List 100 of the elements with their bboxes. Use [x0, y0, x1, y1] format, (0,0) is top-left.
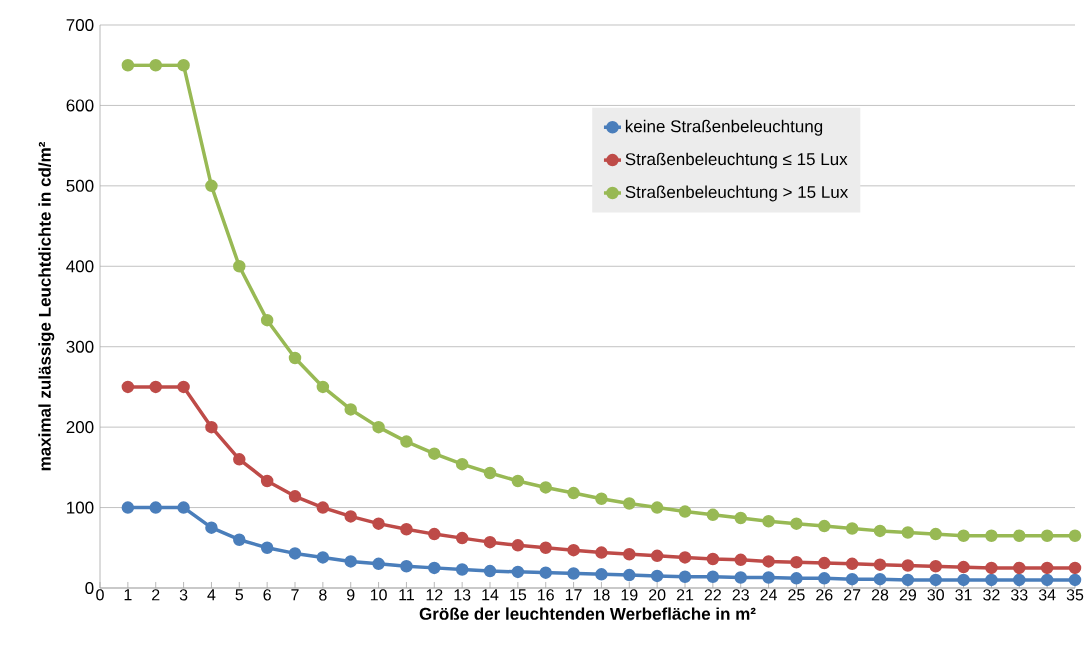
point	[233, 453, 246, 466]
x-tick-label: 1	[124, 589, 132, 601]
x-tick-label: 31	[955, 589, 972, 601]
point	[678, 570, 692, 583]
x-tick-label: 18	[593, 589, 610, 601]
x-tick-label: 27	[844, 589, 861, 601]
x-tick-label: 8	[319, 589, 327, 601]
point	[567, 486, 580, 500]
point	[372, 557, 385, 571]
point	[595, 492, 608, 505]
point	[929, 527, 942, 541]
point	[1068, 561, 1082, 575]
point	[1013, 573, 1026, 587]
point	[623, 547, 636, 561]
point	[121, 501, 135, 514]
point	[1040, 573, 1054, 587]
point	[734, 511, 747, 525]
point	[901, 559, 915, 572]
x-tick-label: 15	[510, 589, 527, 601]
point	[901, 526, 915, 539]
x-tick-label: 7	[291, 589, 299, 601]
point	[818, 556, 831, 570]
point	[706, 570, 720, 583]
point	[818, 519, 831, 533]
point	[149, 380, 162, 394]
point	[957, 560, 970, 574]
point	[372, 517, 385, 530]
x-tick-label: 10	[370, 589, 387, 601]
legend-label: Straßenbeleuchtung ≤ 15 Lux	[625, 152, 848, 169]
point	[650, 549, 664, 563]
y-tick-label: 400	[66, 260, 94, 273]
point	[845, 557, 859, 571]
y-tick-label: 700	[66, 18, 94, 32]
point	[316, 501, 330, 514]
x-tick-label: 14	[482, 589, 499, 601]
point	[233, 533, 246, 546]
point	[400, 435, 413, 448]
y-tick-label: 500	[66, 179, 94, 192]
point	[678, 505, 692, 518]
x-tick-label: 34	[1038, 589, 1056, 601]
point	[288, 547, 302, 560]
x-tick-label: 32	[983, 589, 1000, 601]
point	[957, 573, 970, 587]
point	[790, 572, 803, 585]
point	[1040, 561, 1054, 575]
point	[511, 565, 525, 579]
point	[400, 523, 413, 536]
y-tick-label: 200	[66, 421, 94, 434]
point	[121, 58, 135, 72]
x-tick-label: 3	[179, 589, 188, 601]
point	[873, 572, 887, 586]
x-tick-label: 12	[426, 589, 443, 601]
point	[901, 573, 915, 587]
point	[455, 563, 469, 576]
point	[177, 58, 190, 72]
point	[790, 517, 803, 530]
point	[260, 474, 274, 488]
point	[344, 510, 357, 523]
x-tick-label: 26	[816, 589, 833, 601]
point	[400, 560, 413, 573]
point	[706, 552, 720, 566]
point	[595, 568, 608, 581]
point	[121, 380, 135, 394]
point	[1013, 561, 1026, 575]
x-tick-label: 9	[347, 589, 355, 601]
x-tick-label: 21	[676, 589, 694, 601]
x-tick-label: 16	[538, 589, 554, 601]
point	[455, 457, 469, 471]
point	[957, 529, 970, 542]
legend-label: keine Straßenbeleuchtung	[625, 119, 823, 136]
x-tick-label: 22	[704, 589, 721, 601]
point	[790, 556, 803, 569]
point	[623, 568, 636, 582]
point	[929, 560, 942, 573]
y-axis-title: maximal zulässige Leuchtdichte in cd/m²	[38, 142, 55, 471]
point	[344, 403, 357, 416]
point	[149, 501, 162, 514]
x-tick-label: 5	[235, 589, 244, 601]
x-tick-label: 19	[621, 589, 638, 601]
point	[428, 561, 441, 575]
point	[734, 553, 747, 567]
point	[511, 474, 525, 488]
point	[1040, 529, 1054, 542]
point	[428, 447, 441, 460]
y-tick-label: 300	[66, 340, 94, 353]
point	[233, 260, 246, 273]
point	[845, 522, 859, 535]
point	[483, 535, 497, 549]
point	[1068, 573, 1082, 587]
x-tick-label: 6	[263, 589, 271, 601]
point	[344, 555, 357, 568]
point	[288, 351, 302, 365]
x-tick-label: 2	[152, 589, 160, 601]
point	[567, 567, 580, 580]
x-tick-label: 17	[565, 589, 582, 601]
point	[845, 572, 859, 586]
point	[985, 573, 998, 587]
x-tick-label: 13	[454, 589, 471, 601]
x-axis-title: Größe der leuchtenden Werbefläche in m²	[419, 607, 756, 620]
x-tick-label: 4	[207, 589, 216, 601]
